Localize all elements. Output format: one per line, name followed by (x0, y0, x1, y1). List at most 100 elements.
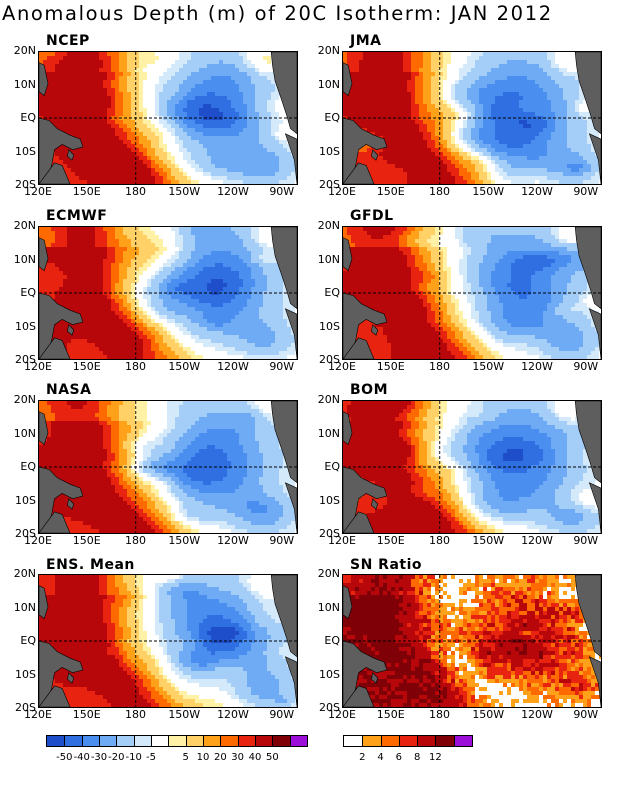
snr-colorbar-swatch (380, 736, 399, 746)
land-ncep-5 (284, 133, 297, 184)
lat-tick-label-ens: EQ (20, 634, 36, 647)
lat-tick-label-bom: EQ (324, 460, 340, 473)
lon-tick-label-jma: 150E (376, 185, 405, 198)
lon-tick-label-gfdl: 120E (328, 360, 356, 373)
panel-title-bom: BOM (350, 382, 389, 398)
lat-tick-label-jma: 10S (319, 144, 340, 158)
lon-tick-label-sn: 180 (429, 708, 450, 721)
land-jma-5 (588, 133, 601, 184)
land-ecmwf-5 (284, 308, 297, 359)
land-sn-0 (343, 640, 388, 707)
land-ecmwf-2 (39, 337, 71, 359)
land-gfdl-4 (574, 227, 601, 310)
lon-tick-label-ncep: 90W (269, 185, 295, 198)
lat-tick-label-bom: 20N (317, 393, 340, 406)
lon-tick-label-ecmwf: 180 (125, 360, 146, 373)
land-jma-4 (574, 52, 601, 135)
map-svg-bom (343, 401, 601, 533)
land-jma-0 (343, 117, 388, 184)
anomaly-colorbar-swatch (150, 736, 169, 746)
lat-tick-label-ncep: 10N (13, 77, 36, 91)
lon-tick-label-ecmwf: 120W (217, 360, 249, 373)
land-ncep-1 (39, 62, 49, 97)
anomaly-colorbar-swatch (81, 736, 99, 746)
lon-tick-label-jma: 120W (521, 185, 553, 198)
lat-tick-label-ncep: 20S (15, 178, 36, 191)
land-nasa-0 (39, 466, 84, 533)
lon-tick-label-ens: 180 (125, 708, 146, 721)
anomaly-colorbar-label: 10 (196, 752, 210, 763)
land-ens-3 (67, 672, 75, 684)
lat-tick-label-ncep: 20N (13, 44, 36, 57)
lat-tick-label-jma: EQ (324, 111, 340, 124)
lon-tick-label-bom: 180 (429, 534, 450, 547)
lat-tick-label-ncep: EQ (20, 111, 36, 124)
anomaly-colorbar-swatch (254, 736, 273, 746)
lat-tick-label-ecmwf: 20S (15, 353, 36, 366)
lon-tick-label-ecmwf: 150W (168, 360, 201, 373)
panel-title-ncep: NCEP (46, 33, 90, 49)
lon-tick-label-ens: 120W (217, 708, 249, 721)
land-ncep-0 (39, 117, 84, 184)
lon-tick-label-gfdl: 150E (376, 360, 405, 373)
anomaly-colorbar-swatch (47, 736, 65, 746)
anomaly-colorbar-swatch (64, 736, 82, 746)
anomaly-colorbar-label: 40 (248, 752, 262, 763)
land-ens-2 (39, 685, 71, 707)
land-gfdl-1 (343, 237, 353, 272)
snr-colorbar-swatch (453, 736, 472, 746)
lat-tick-label-ecmwf: 10N (13, 252, 36, 266)
land-ncep-2 (39, 162, 71, 184)
lat-tick-label-nasa: EQ (20, 460, 36, 473)
land-sn-5 (588, 656, 601, 707)
map-svg-gfdl (343, 227, 601, 359)
lon-tick-label-ncep: 180 (125, 185, 146, 198)
land-sn-1 (343, 585, 353, 620)
snr-colorbar-swatch (344, 736, 363, 746)
panel-title-gfdl: GFDL (350, 208, 394, 224)
lat-tick-label-ens: 20N (13, 567, 36, 580)
anomaly-colorbar-label: -5 (146, 752, 156, 763)
map-panel-gfdl (342, 226, 602, 360)
map-panel-ncep (38, 51, 298, 185)
anomaly-colorbar-swatch (133, 736, 151, 746)
lon-tick-label-ecmwf: 120E (24, 360, 52, 373)
map-svg-ncep (39, 52, 297, 184)
anomaly-colorbar-label: 20 (213, 752, 227, 763)
land-gfdl-3 (371, 324, 379, 336)
snr-colorbar-swatch (362, 736, 381, 746)
lat-tick-label-gfdl: EQ (324, 286, 340, 299)
lon-tick-label-nasa: 150W (168, 534, 201, 547)
snr-colorbar-swatch (398, 736, 418, 746)
snr-colorbar-swatch (435, 736, 454, 746)
lat-tick-label-sn: 10S (319, 667, 340, 681)
map-svg-ens (39, 575, 297, 707)
lon-tick-label-nasa: 180 (125, 534, 146, 547)
anomaly-colorbar-label: -20 (108, 752, 125, 763)
land-nasa-2 (39, 511, 71, 533)
lon-tick-label-gfdl: 120W (521, 360, 553, 373)
land-sn-3 (371, 672, 379, 684)
snr-colorbar-label: 12 (429, 752, 442, 763)
land-jma-1 (343, 62, 353, 97)
land-bom-1 (343, 411, 353, 446)
land-ens-1 (39, 585, 49, 620)
lon-tick-label-sn: 120W (521, 708, 553, 721)
lon-tick-label-bom: 120W (521, 534, 553, 547)
land-ecmwf-1 (39, 237, 49, 272)
lon-tick-label-ncep: 120W (217, 185, 249, 198)
lat-tick-label-jma: 20N (317, 44, 340, 57)
panel-title-ecmwf: ECMWF (46, 208, 108, 224)
lon-tick-label-sn: 90W (573, 708, 599, 721)
lat-tick-label-bom: 10S (319, 493, 340, 507)
lat-tick-label-gfdl: 20N (317, 219, 340, 232)
lon-tick-label-jma: 150W (472, 185, 505, 198)
snr-colorbar-swatch (417, 736, 436, 746)
land-ecmwf-0 (39, 292, 84, 359)
anomaly-colorbar-swatch (220, 736, 238, 746)
lon-tick-label-sn: 150E (376, 708, 405, 721)
land-jma-3 (371, 149, 379, 161)
lon-tick-label-nasa: 120W (217, 534, 249, 547)
lon-tick-label-ncep: 150E (72, 185, 101, 198)
map-panel-jma (342, 51, 602, 185)
